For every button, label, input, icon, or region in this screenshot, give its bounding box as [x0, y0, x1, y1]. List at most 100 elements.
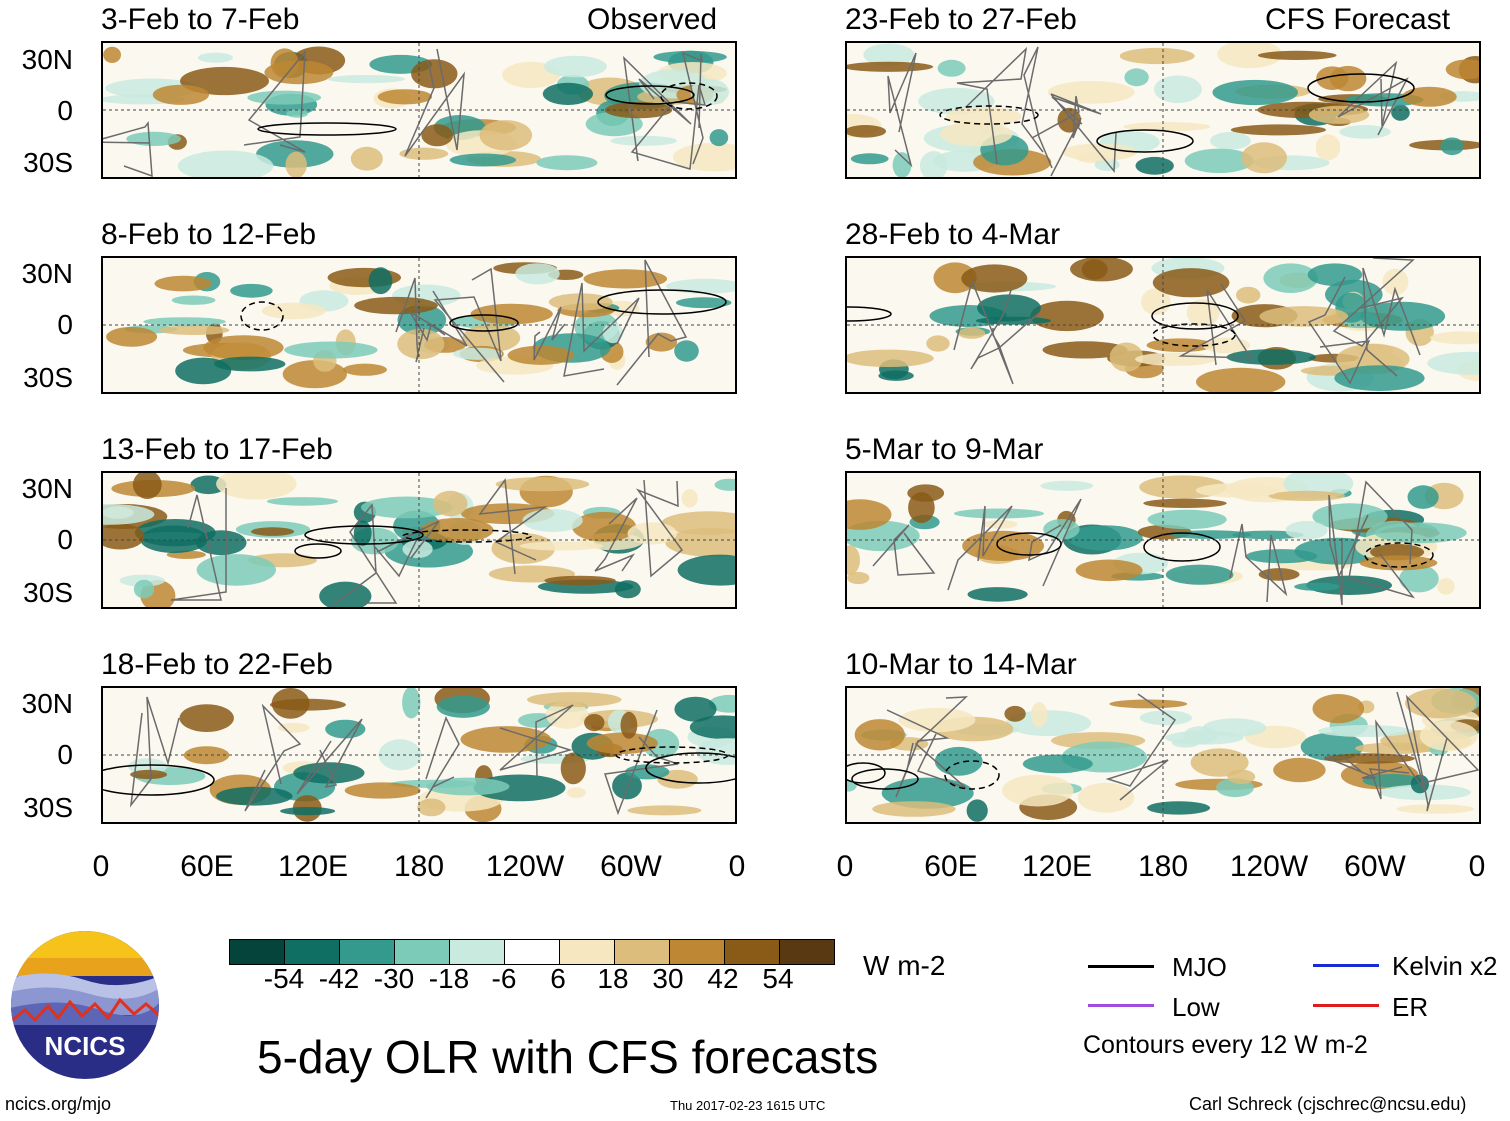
- coastline: [1021, 46, 1053, 169]
- anomaly-blob: [1109, 699, 1188, 709]
- coastline: [594, 497, 638, 572]
- coastline: [872, 524, 936, 576]
- anomaly-blob: [216, 473, 297, 500]
- anomaly-blob: [1124, 68, 1149, 87]
- anomaly-blob: [1209, 132, 1251, 150]
- x-tick-right-60e: 60E: [924, 850, 978, 883]
- anomaly-blob: [681, 489, 698, 508]
- y-tick-30s: 30S: [23, 362, 73, 393]
- anomaly-blob: [278, 722, 310, 733]
- coastline: [1337, 60, 1409, 136]
- anomaly-blob: [958, 327, 986, 339]
- footer-url[interactable]: ncics.org/mjo: [5, 1094, 112, 1114]
- anomaly-blob: [1334, 365, 1425, 391]
- legend-label-mjo: MJO: [1172, 952, 1227, 982]
- anomaly-blob: [1401, 86, 1457, 107]
- mjo-contour: [240, 301, 284, 331]
- anomaly-blob: [1165, 564, 1234, 585]
- anomaly-blob: [266, 497, 338, 506]
- legend-label-low: Low: [1172, 992, 1220, 1022]
- coastline: [499, 704, 574, 777]
- anomaly-blob: [926, 335, 950, 352]
- anomaly-blob: [432, 490, 468, 517]
- anomaly-blob: [544, 575, 616, 586]
- mjo-contour: [402, 529, 532, 543]
- anomaly-blob: [1152, 268, 1230, 298]
- colorbar-label: -6: [491, 963, 517, 994]
- colorbar-label: -42: [318, 963, 360, 994]
- anomaly-blob: [453, 347, 503, 360]
- anomaly-blob: [1196, 367, 1286, 392]
- anomaly-blob: [567, 787, 586, 799]
- coastline: [1307, 276, 1371, 385]
- mjo-contour: [847, 762, 886, 784]
- anomaly-blob: [196, 554, 276, 586]
- anomaly-blob: [399, 147, 449, 160]
- coastline: [404, 48, 465, 157]
- anomaly-blob: [158, 325, 230, 335]
- anomaly-blob: [417, 798, 446, 817]
- anomaly-blob: [132, 473, 162, 499]
- mjo-contour: [294, 543, 342, 559]
- anomaly-blob: [1190, 748, 1249, 777]
- colorbar-label: 42: [707, 963, 739, 994]
- anomaly-blob: [677, 554, 735, 586]
- colorbar: [229, 939, 835, 965]
- anomaly-blob: [584, 714, 605, 732]
- x-tick-right-180: 180: [1137, 850, 1189, 883]
- anomaly-blob: [1405, 688, 1477, 719]
- colorbar-swatch: [285, 940, 340, 964]
- coastline: [970, 289, 1041, 370]
- mjo-contour: [939, 105, 1039, 125]
- anomaly-blob: [1437, 578, 1455, 595]
- x-tick-left-180: 180: [393, 850, 445, 883]
- anomaly-blob: [1312, 694, 1365, 724]
- anomaly-blob: [133, 579, 155, 599]
- anomaly-blob: [919, 151, 948, 177]
- anomaly-blob: [1227, 769, 1256, 784]
- footer-timestamp: Thu 2017-02-23 1615 UTC: [670, 1098, 826, 1113]
- anomaly-blob: [154, 275, 212, 292]
- anomaly-blob: [847, 571, 870, 585]
- panel-title-obs-2: 8-Feb to 12-Feb: [101, 218, 317, 251]
- anomaly-blob: [1230, 124, 1326, 136]
- mjo-contour: [1151, 302, 1239, 330]
- colorbar-units: W m-2: [863, 950, 946, 981]
- colorbar-label: -18: [428, 963, 470, 994]
- coastline: [1324, 756, 1403, 779]
- panel-title-obs-3: 13-Feb to 17-Feb: [101, 433, 333, 466]
- y-tick-30s: 30S: [23, 577, 73, 608]
- anomaly-blob: [103, 46, 121, 63]
- colorbar-label: -54: [263, 963, 305, 994]
- coastline: [1105, 693, 1177, 801]
- coastline: [616, 259, 688, 386]
- x-tick-left-60e: 60E: [180, 850, 234, 883]
- anomaly-blob: [106, 326, 158, 347]
- anomaly-blob: [1119, 47, 1195, 65]
- mjo-contour: [597, 289, 727, 315]
- anomaly-blob: [1285, 521, 1328, 540]
- anomaly-blob: [665, 528, 735, 557]
- coastline: [1178, 283, 1253, 366]
- colorbar-swatch: [395, 940, 450, 964]
- coastline: [1362, 267, 1421, 377]
- anomaly-blob: [847, 125, 887, 138]
- anomaly-blob: [1382, 268, 1409, 296]
- coastline: [681, 51, 704, 165]
- anomaly-blob: [714, 478, 735, 491]
- mjo-contour: [1152, 323, 1236, 347]
- anomaly-blob: [1081, 259, 1108, 280]
- anomaly-blob: [674, 696, 717, 722]
- coastline: [433, 267, 505, 383]
- anomaly-blob: [1022, 754, 1093, 774]
- anomaly-blob: [179, 704, 234, 732]
- olr-anomaly-field: [847, 43, 1479, 177]
- anomaly-blob: [689, 715, 735, 739]
- anomaly-blob: [280, 807, 336, 816]
- coastline: [1405, 694, 1479, 812]
- legend-line-low: [1088, 1004, 1154, 1007]
- panel-title-obs-1: 3-Feb to 7-Feb: [101, 3, 300, 36]
- mjo-contour: [851, 768, 919, 790]
- colorbar-swatch: [670, 940, 725, 964]
- anomaly-blob: [847, 499, 892, 530]
